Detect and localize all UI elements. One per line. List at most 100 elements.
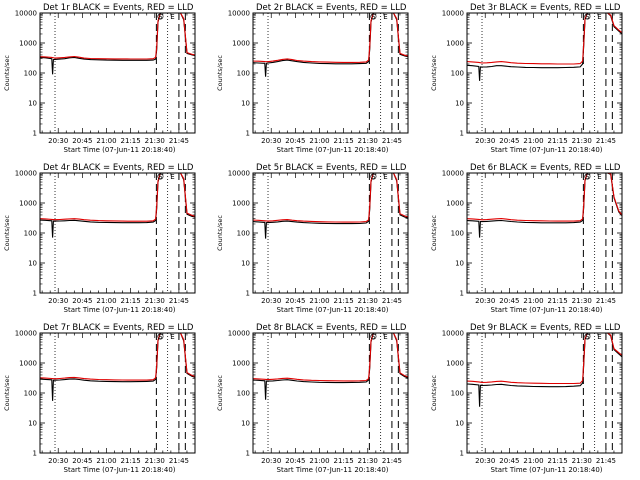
x-tick-label: 20:45 bbox=[72, 137, 92, 145]
panel-title: Det 2r BLACK = Events, RED = LLD bbox=[256, 3, 407, 13]
y-tick-label: 1 bbox=[246, 290, 250, 298]
y-tick-label: 1 bbox=[33, 130, 37, 138]
events-series-line bbox=[253, 13, 408, 77]
x-tick-label: 21:00 bbox=[96, 137, 116, 145]
x-axis-label: Start Time (07-Jun-11 20:18:40) bbox=[277, 306, 389, 314]
x-tick-label: 21:00 bbox=[309, 297, 329, 305]
y-tick-label: 100 bbox=[451, 390, 464, 398]
y-tick-label: 100 bbox=[237, 390, 250, 398]
events-series-line bbox=[253, 173, 408, 239]
start-marker: S bbox=[371, 13, 376, 21]
lld-series-line bbox=[467, 173, 622, 222]
start-marker-circle bbox=[157, 333, 164, 340]
x-tick-label: 21:00 bbox=[523, 137, 543, 145]
events-series-line bbox=[467, 13, 622, 81]
y-tick-label: 10 bbox=[28, 420, 37, 428]
x-tick-label: 20:30 bbox=[48, 457, 68, 465]
y-axis-label: Counts/sec bbox=[216, 375, 224, 411]
plot-frame bbox=[466, 332, 623, 454]
detector-panel: Det 9r BLACK = Events, RED = LLD Counts/s… bbox=[430, 323, 623, 474]
plot-frame bbox=[252, 332, 409, 454]
lld-series-line bbox=[467, 333, 622, 385]
x-tick-label: 20:30 bbox=[48, 297, 68, 305]
detector-panel: Det 2r BLACK = Events, RED = LLD Counts/s… bbox=[216, 3, 409, 154]
panel-title: Det 1r BLACK = Events, RED = LLD bbox=[43, 3, 194, 13]
y-tick-label: 100 bbox=[24, 390, 37, 398]
x-axis-label: Start Time (07-Jun-11 20:18:40) bbox=[64, 306, 176, 314]
start-marker-circle bbox=[584, 173, 591, 180]
x-tick-label: 21:15 bbox=[121, 297, 141, 305]
y-tick-label: 100 bbox=[237, 230, 250, 238]
start-marker-circle bbox=[584, 13, 591, 20]
start-marker: S bbox=[585, 333, 590, 341]
y-tick-label: 1 bbox=[460, 450, 464, 458]
x-tick-label: 21:15 bbox=[548, 457, 568, 465]
x-tick-label: 20:45 bbox=[72, 457, 92, 465]
x-tick-label: 20:45 bbox=[499, 137, 519, 145]
x-tick-label: 20:45 bbox=[285, 137, 305, 145]
x-tick-label: 20:45 bbox=[285, 297, 305, 305]
x-axis-label: Start Time (07-Jun-11 20:18:40) bbox=[491, 466, 603, 474]
start-marker: S bbox=[585, 173, 590, 181]
y-axis-label: Counts/sec bbox=[430, 55, 438, 91]
start-marker: S bbox=[158, 173, 163, 181]
y-tick-label: 1000 bbox=[446, 200, 464, 208]
x-tick-label: 21:15 bbox=[548, 137, 568, 145]
x-tick-label: 20:30 bbox=[475, 137, 495, 145]
x-tick-label: 21:00 bbox=[309, 457, 329, 465]
y-tick-label: 1 bbox=[246, 450, 250, 458]
x-tick-label: 21:45 bbox=[596, 137, 616, 145]
events-series-line bbox=[467, 333, 622, 407]
x-tick-label: 21:00 bbox=[96, 457, 116, 465]
plot-frame bbox=[39, 332, 196, 454]
y-tick-label: 1 bbox=[33, 450, 37, 458]
y-tick-label: 10000 bbox=[442, 330, 464, 338]
x-tick-label: 21:30 bbox=[358, 457, 378, 465]
y-tick-label: 10 bbox=[455, 420, 464, 428]
y-tick-label: 10000 bbox=[228, 170, 250, 178]
y-tick-label: 1000 bbox=[19, 40, 37, 48]
panel-title: Det 5r BLACK = Events, RED = LLD bbox=[256, 163, 407, 173]
x-tick-label: 20:30 bbox=[475, 297, 495, 305]
y-axis-label: Counts/sec bbox=[430, 375, 438, 411]
y-tick-label: 10000 bbox=[228, 330, 250, 338]
x-tick-label: 21:30 bbox=[145, 457, 165, 465]
x-tick-label: 21:15 bbox=[334, 137, 354, 145]
y-tick-label: 10000 bbox=[228, 10, 250, 18]
events-series-line bbox=[40, 333, 195, 401]
x-tick-label: 20:45 bbox=[72, 297, 92, 305]
plot-frame bbox=[466, 12, 623, 134]
detector-panel: Det 3r BLACK = Events, RED = LLD Counts/s… bbox=[430, 3, 623, 154]
end-marker: E bbox=[170, 173, 174, 181]
y-axis-label: Counts/sec bbox=[3, 215, 11, 251]
x-tick-label: 21:45 bbox=[169, 297, 189, 305]
y-tick-label: 10000 bbox=[15, 170, 37, 178]
x-axis-label: Start Time (07-Jun-11 20:18:40) bbox=[64, 466, 176, 474]
end-marker: E bbox=[170, 333, 174, 341]
x-axis-label: Start Time (07-Jun-11 20:18:40) bbox=[64, 146, 176, 154]
x-tick-label: 21:30 bbox=[572, 457, 592, 465]
start-marker: S bbox=[158, 13, 163, 21]
x-tick-label: 21:45 bbox=[596, 457, 616, 465]
y-axis-label: Counts/sec bbox=[430, 215, 438, 251]
start-marker: S bbox=[371, 333, 376, 341]
lld-series-line bbox=[253, 13, 408, 63]
x-tick-label: 21:30 bbox=[358, 137, 378, 145]
x-tick-label: 20:45 bbox=[499, 457, 519, 465]
plot-frame bbox=[39, 172, 196, 294]
x-tick-label: 21:30 bbox=[572, 137, 592, 145]
end-marker: E bbox=[597, 13, 601, 21]
y-tick-label: 100 bbox=[451, 70, 464, 78]
start-marker-circle bbox=[370, 13, 377, 20]
x-tick-label: 21:45 bbox=[382, 297, 402, 305]
x-axis-label: Start Time (07-Jun-11 20:18:40) bbox=[277, 466, 389, 474]
x-tick-label: 20:45 bbox=[499, 297, 519, 305]
start-marker-circle bbox=[157, 173, 164, 180]
y-axis-label: Counts/sec bbox=[216, 55, 224, 91]
x-tick-label: 20:30 bbox=[261, 297, 281, 305]
lld-series-line bbox=[40, 13, 195, 60]
end-marker: E bbox=[383, 13, 387, 21]
x-tick-label: 21:00 bbox=[96, 297, 116, 305]
y-tick-label: 1000 bbox=[232, 40, 250, 48]
